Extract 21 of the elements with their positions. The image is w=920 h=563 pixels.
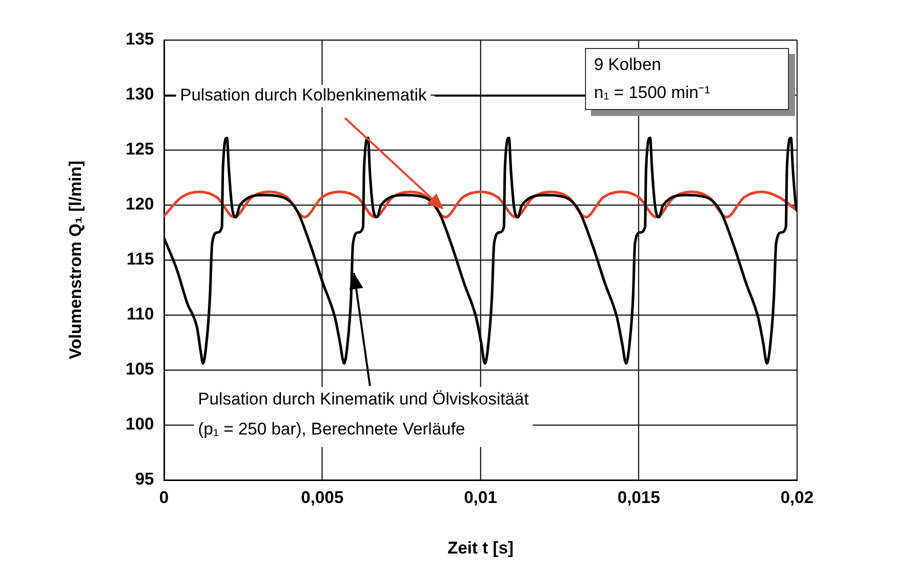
y-tick-label: 130 [126, 84, 154, 104]
y-tick-label: 120 [126, 194, 154, 214]
y-tick-label: 125 [126, 140, 154, 159]
x-tick-label: 0,015 [617, 488, 660, 507]
y-tick-label: 100 [126, 414, 154, 434]
annotation: (p₁ = 250 bar), Berechnete Verläufe [198, 420, 466, 439]
x-tick-label: 0 [159, 488, 169, 507]
x-tick-label: 0,02 [780, 488, 814, 507]
annotation: Pulsation durch Kolbenkinematik [180, 86, 428, 105]
y-tick-label: 115 [126, 250, 154, 269]
annotation: n₁ = 1500 min⁻¹ [594, 82, 712, 104]
annotation: Pulsation durch Kinematik und Ölviskositäät [198, 390, 529, 409]
y-tick-label: 110 [126, 304, 154, 324]
x-axis-title: Zeit t [s] [447, 538, 514, 558]
y-tick-label: 105 [126, 360, 154, 379]
y-tick-label: 135 [126, 30, 154, 49]
annotation: 9 Kolben [594, 54, 662, 76]
x-tick-label: 0,01 [464, 488, 498, 507]
y-tick-label: 95 [135, 470, 154, 489]
x-tick-label: 0,005 [300, 488, 344, 507]
y-axis-title: Volumenstrom Q₁ [l/min] [66, 160, 85, 360]
